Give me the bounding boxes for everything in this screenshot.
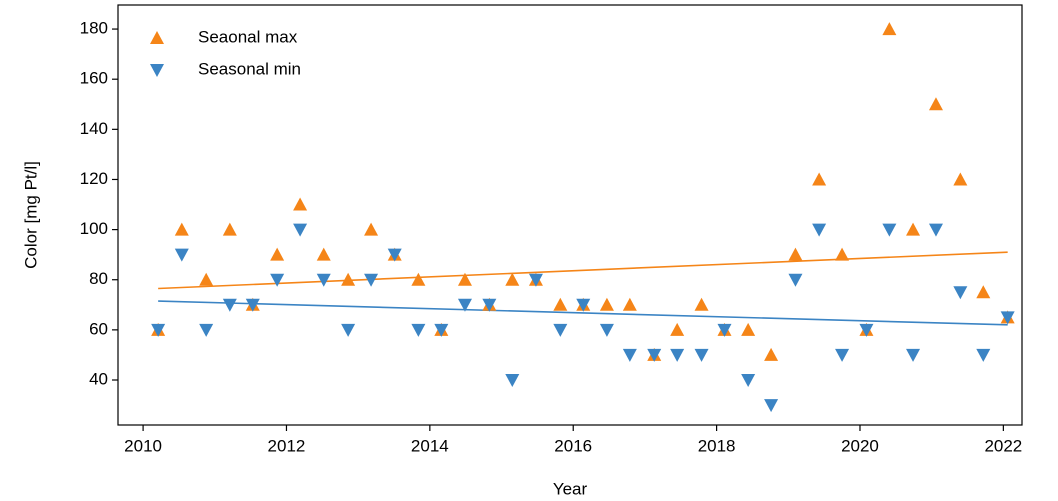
point [953,286,968,300]
point [599,323,614,337]
legend-label: Seasonal min [198,59,301,78]
point [270,273,285,287]
y-axis-label: Color [mg Pt/l] [21,161,40,269]
point [882,223,897,237]
point [976,285,991,299]
point [882,22,897,36]
point [199,323,214,337]
legend-label: Seaonal max [198,27,298,46]
y-tick-label: 40 [89,369,108,388]
point [622,348,637,362]
point [812,223,827,237]
point [245,298,260,312]
point [694,297,709,311]
point [953,172,968,186]
point [741,374,756,388]
x-tick-label: 2022 [984,436,1022,455]
point [764,347,779,361]
point [341,323,356,337]
point [859,323,874,337]
y-tick-label: 140 [80,119,108,138]
point [387,248,402,262]
point [457,272,472,286]
x-tick-label: 2020 [841,436,879,455]
point [812,172,827,186]
point [599,297,614,311]
x-tick-label: 2014 [411,436,449,455]
point [928,223,943,237]
point [341,272,356,286]
point [1000,311,1015,325]
point [670,348,685,362]
point [222,222,237,236]
point [670,322,685,336]
point [316,247,331,261]
legend-marker [150,64,164,77]
point [270,247,285,261]
y-tick-label: 180 [80,19,108,38]
point [411,272,426,286]
x-tick-label: 2012 [268,436,306,455]
point [434,323,449,337]
point [835,247,850,261]
plot-frame [117,4,1023,426]
trend-line [158,300,1008,326]
point [717,323,732,337]
point [788,247,803,261]
point [293,223,308,237]
x-tick-label: 2018 [698,436,736,455]
point [174,222,189,236]
point [151,323,166,337]
y-tick-label: 80 [89,269,108,288]
point [293,197,308,211]
x-tick-label: 2010 [124,436,162,455]
point [174,248,189,262]
point [505,272,520,286]
y-tick-label: 120 [80,169,108,188]
point [928,97,943,111]
point [622,297,637,311]
point [528,273,543,287]
y-tick-label: 100 [80,219,108,238]
point [835,348,850,362]
point [411,323,426,337]
point [482,298,497,312]
point [222,298,237,312]
point [553,297,568,311]
y-tick-label: 160 [80,69,108,88]
point [976,348,991,362]
point [694,348,709,362]
point [576,298,591,312]
trend-line [158,251,1008,290]
x-axis-label: Year [553,479,588,498]
point [647,348,662,362]
point [741,322,756,336]
point [764,399,779,413]
point [553,323,568,337]
x-tick-label: 2016 [554,436,592,455]
point [788,273,803,287]
point [906,222,921,236]
y-tick-label: 60 [89,319,108,338]
point [505,374,520,388]
point [906,348,921,362]
point [199,272,214,286]
point [316,273,331,287]
point [457,298,472,312]
legend-marker [150,31,164,44]
point [364,273,379,287]
point [364,222,379,236]
